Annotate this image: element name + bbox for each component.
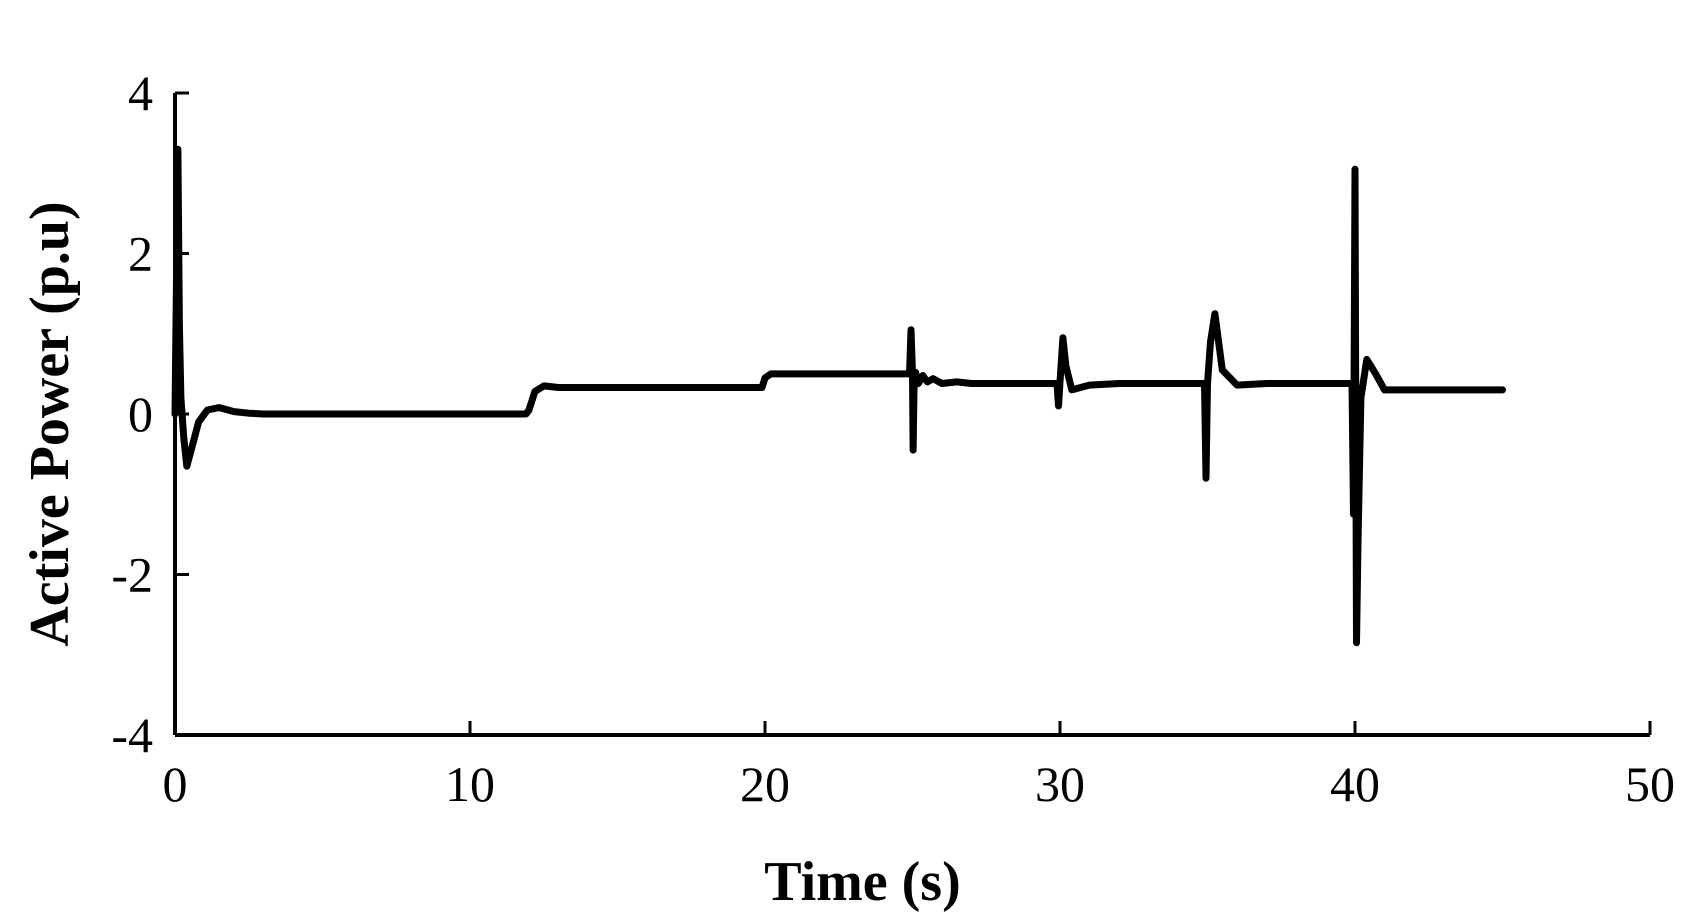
x-tick-label: 10 [445, 756, 495, 812]
series-layer [171, 145, 1506, 647]
y-tick-label: 2 [128, 226, 153, 282]
y-tick-label: 4 [128, 65, 153, 121]
y-tick-label: 0 [128, 386, 153, 442]
x-tick-label: 20 [740, 756, 790, 812]
x-tick-label: 30 [1035, 756, 1085, 812]
y-tick-label: -4 [111, 707, 153, 763]
x-tick-label: 50 [1625, 756, 1675, 812]
y-axis-ticks: 4 2 0 -2 -4 [111, 65, 189, 763]
series-line [171, 145, 1506, 647]
x-axis-ticks: 0 10 20 30 40 50 [163, 721, 1675, 812]
y-axis-label: Active Power (p.u) [19, 201, 81, 646]
y-tick-label: -2 [111, 547, 153, 603]
x-tick-label: 40 [1330, 756, 1380, 812]
x-axis-label: Time (s) [764, 851, 961, 913]
x-tick-label: 0 [163, 756, 188, 812]
